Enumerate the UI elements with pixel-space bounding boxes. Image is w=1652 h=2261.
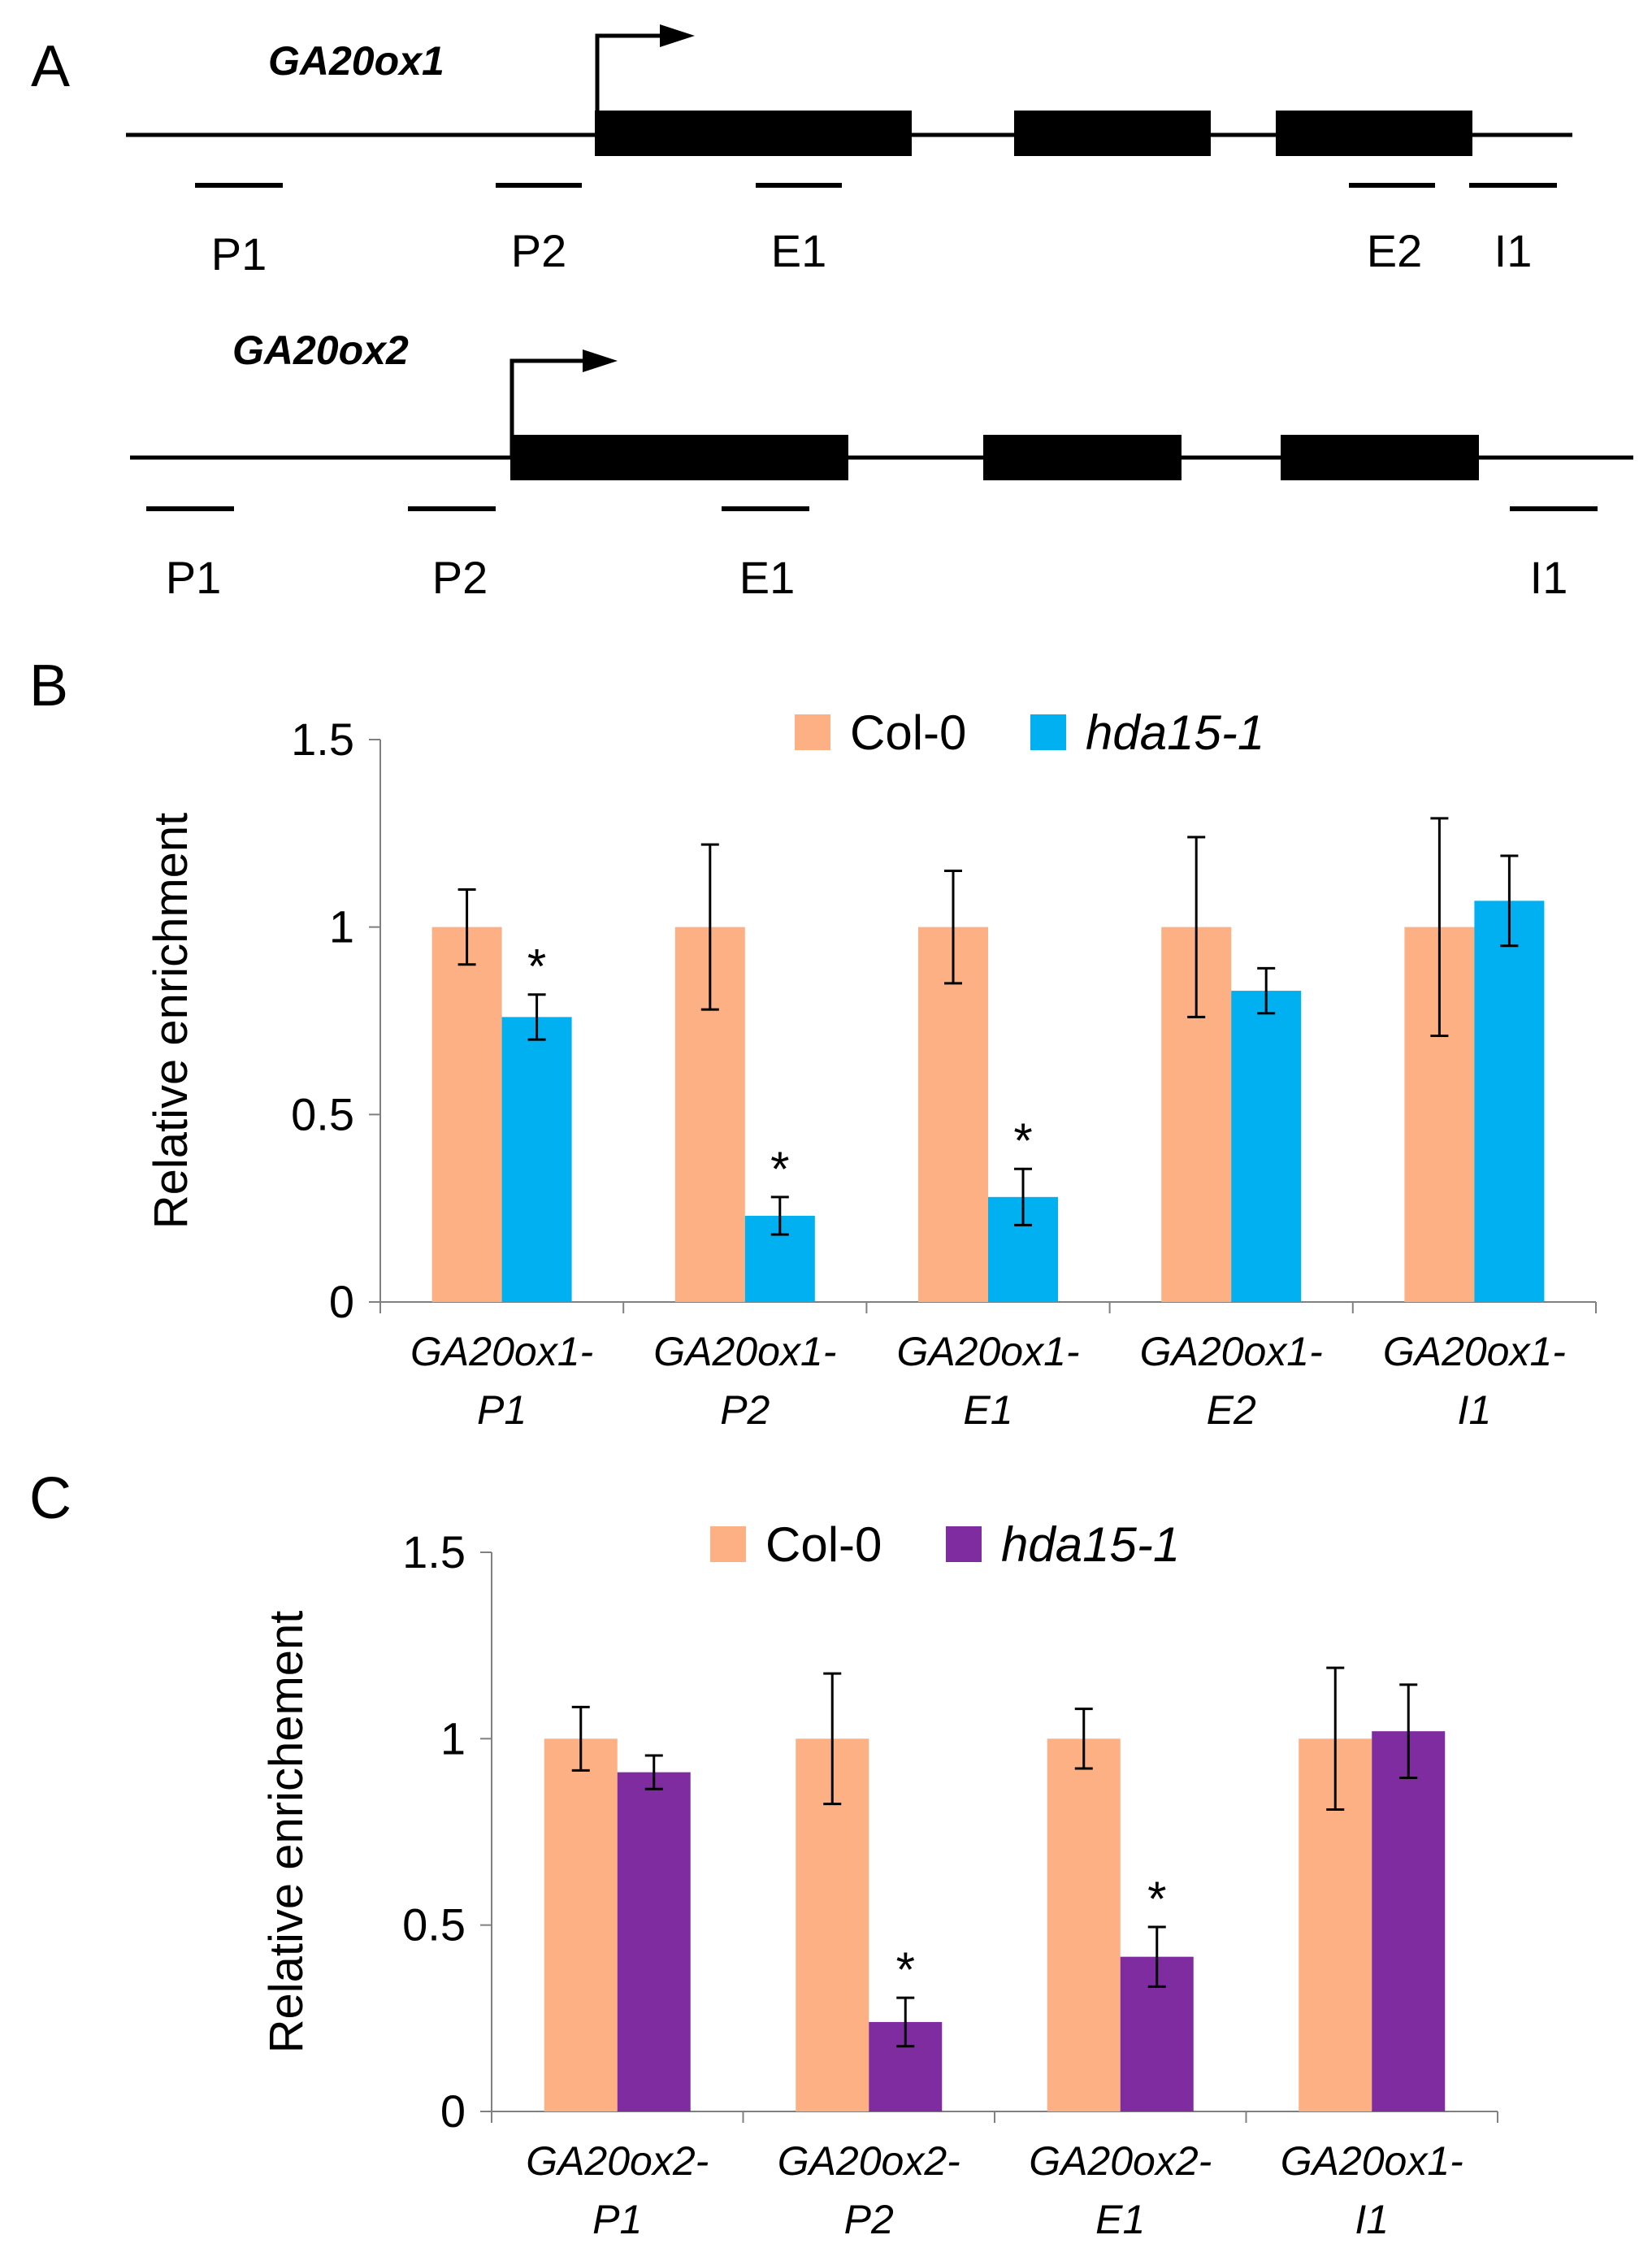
bar-col0 bbox=[544, 1738, 618, 2111]
bar-col0 bbox=[918, 927, 988, 1302]
probe-label-e2: E2 bbox=[1367, 225, 1423, 276]
probe-label-i1: I1 bbox=[1494, 225, 1533, 276]
y-tick-label: 1.5 bbox=[402, 1526, 466, 1577]
category-label: GA20ox1- bbox=[653, 1329, 836, 1374]
exon-1 bbox=[510, 435, 848, 480]
probe-label-p2: P2 bbox=[432, 552, 488, 603]
category-label: P1 bbox=[477, 1387, 527, 1433]
legend-label-hda15-1: hda15-1 bbox=[1086, 705, 1264, 760]
gene-name-ga20ox1: GA20ox1 bbox=[268, 38, 444, 84]
legend-swatch-col0 bbox=[795, 714, 830, 750]
category-label: P2 bbox=[844, 2197, 894, 2242]
tss-arrow bbox=[509, 358, 589, 458]
bar-col0 bbox=[431, 927, 502, 1302]
probe-label-e1: E1 bbox=[771, 225, 827, 276]
panel-label-b: B bbox=[29, 653, 68, 718]
gene-diagram-ga20ox1: GA20ox1 P1 P2 E1 E2 I1 bbox=[126, 24, 1572, 280]
y-axis-label: Relative enrichment bbox=[145, 813, 197, 1230]
category-label: GA20ox1- bbox=[1383, 1329, 1566, 1374]
y-tick-label: 0 bbox=[329, 1276, 354, 1327]
category-label: P1 bbox=[592, 2197, 642, 2242]
legend-swatch-hda15-1 bbox=[946, 1526, 982, 1562]
bar-hda15-1 bbox=[1231, 991, 1302, 1302]
significance-star: * bbox=[896, 1942, 915, 1997]
panel-label-a: A bbox=[31, 34, 70, 99]
category-label: P2 bbox=[720, 1387, 770, 1433]
category-label: GA20ox1- bbox=[410, 1329, 593, 1374]
bar-col0 bbox=[1047, 1738, 1121, 2111]
category-label: GA20ox2- bbox=[778, 2138, 960, 2184]
probe-label-e1: E1 bbox=[739, 552, 796, 603]
exon-3 bbox=[1281, 435, 1479, 480]
legend-label-col0: Col-0 bbox=[765, 1517, 882, 1572]
tss-arrowhead bbox=[583, 349, 618, 372]
probe-label-p2: P2 bbox=[511, 225, 567, 276]
legend-swatch-hda15-1 bbox=[1030, 714, 1066, 750]
bar-hda15-1 bbox=[1474, 900, 1545, 1302]
gene-diagram-ga20ox2: GA20ox2 P1 P2 E1 I1 bbox=[130, 328, 1633, 603]
probe-label-p1: P1 bbox=[166, 552, 222, 603]
exon-2 bbox=[983, 435, 1182, 480]
category-label: GA20ox2- bbox=[526, 2138, 709, 2184]
chart-b: 0 0.5 1 1.5 Relative enrichment * GA20ox1- P1 * G… bbox=[145, 705, 1597, 1433]
y-tick-label: 0 bbox=[440, 2085, 466, 2137]
gene-name-ga20ox2: GA20ox2 bbox=[232, 328, 409, 373]
tss-arrowhead bbox=[660, 24, 695, 47]
y-tick-label: 1 bbox=[329, 901, 354, 953]
significance-star: * bbox=[527, 940, 546, 994]
category-label: GA20ox1- bbox=[896, 1329, 1079, 1374]
tss-arrow bbox=[595, 33, 666, 135]
category-label: I1 bbox=[1458, 1387, 1492, 1433]
category-label: GA20ox1- bbox=[1281, 2138, 1463, 2184]
legend-label-col0: Col-0 bbox=[850, 705, 966, 760]
exon-2 bbox=[1014, 111, 1211, 156]
legend-label-hda15-1: hda15-1 bbox=[1001, 1517, 1180, 1572]
exon-3 bbox=[1276, 111, 1472, 156]
category-label: E1 bbox=[1095, 2197, 1145, 2242]
y-tick-label: 0.5 bbox=[402, 1899, 466, 1951]
bar-hda15-1 bbox=[501, 1017, 572, 1302]
y-tick-label: 1.5 bbox=[291, 714, 354, 765]
bar-hda15-1 bbox=[617, 1772, 691, 2111]
category-label: GA20ox2- bbox=[1029, 2138, 1212, 2184]
probe-label-p1: P1 bbox=[211, 228, 267, 280]
panel-c: C 0 0.5 1 1.5 Relative enrichement GA20ox2- P1… bbox=[29, 1466, 1498, 2242]
y-axis-label: Relative enrichement bbox=[260, 1611, 313, 2054]
significance-star: * bbox=[770, 1142, 789, 1196]
y-tick-label: 0.5 bbox=[291, 1088, 354, 1139]
bar-hda15-1 bbox=[1372, 1731, 1446, 2111]
y-tick-label: 1 bbox=[440, 1712, 466, 1764]
significance-star: * bbox=[1147, 1872, 1166, 1926]
category-label: E1 bbox=[963, 1387, 1012, 1433]
category-label: I1 bbox=[1355, 2197, 1389, 2242]
panel-label-c: C bbox=[29, 1466, 72, 1531]
category-label: E2 bbox=[1207, 1387, 1256, 1433]
legend-swatch-col0 bbox=[710, 1526, 746, 1562]
panel-a: A GA20ox1 P1 P2 E1 E2 I1 GA20ox2 bbox=[31, 24, 1633, 603]
probe-label-i1: I1 bbox=[1530, 552, 1568, 603]
chart-c: 0 0.5 1 1.5 Relative enrichement GA20ox2- P1 * G… bbox=[260, 1517, 1498, 2242]
significance-star: * bbox=[1013, 1113, 1032, 1168]
panel-b: B 0 0.5 1 1.5 Relative enrichment * GA20ox1- P1… bbox=[29, 653, 1597, 1433]
category-label: GA20ox1- bbox=[1140, 1329, 1323, 1374]
exon-1 bbox=[595, 111, 912, 156]
